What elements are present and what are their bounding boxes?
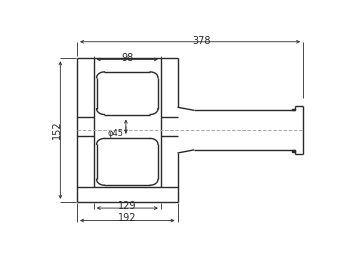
- Polygon shape: [292, 109, 295, 110]
- Text: 129: 129: [118, 201, 136, 211]
- Text: 98: 98: [121, 53, 134, 63]
- Text: 152: 152: [52, 121, 62, 139]
- Text: 378: 378: [192, 36, 211, 46]
- Text: φ45: φ45: [108, 129, 124, 138]
- Polygon shape: [292, 150, 295, 151]
- Text: 192: 192: [118, 214, 136, 224]
